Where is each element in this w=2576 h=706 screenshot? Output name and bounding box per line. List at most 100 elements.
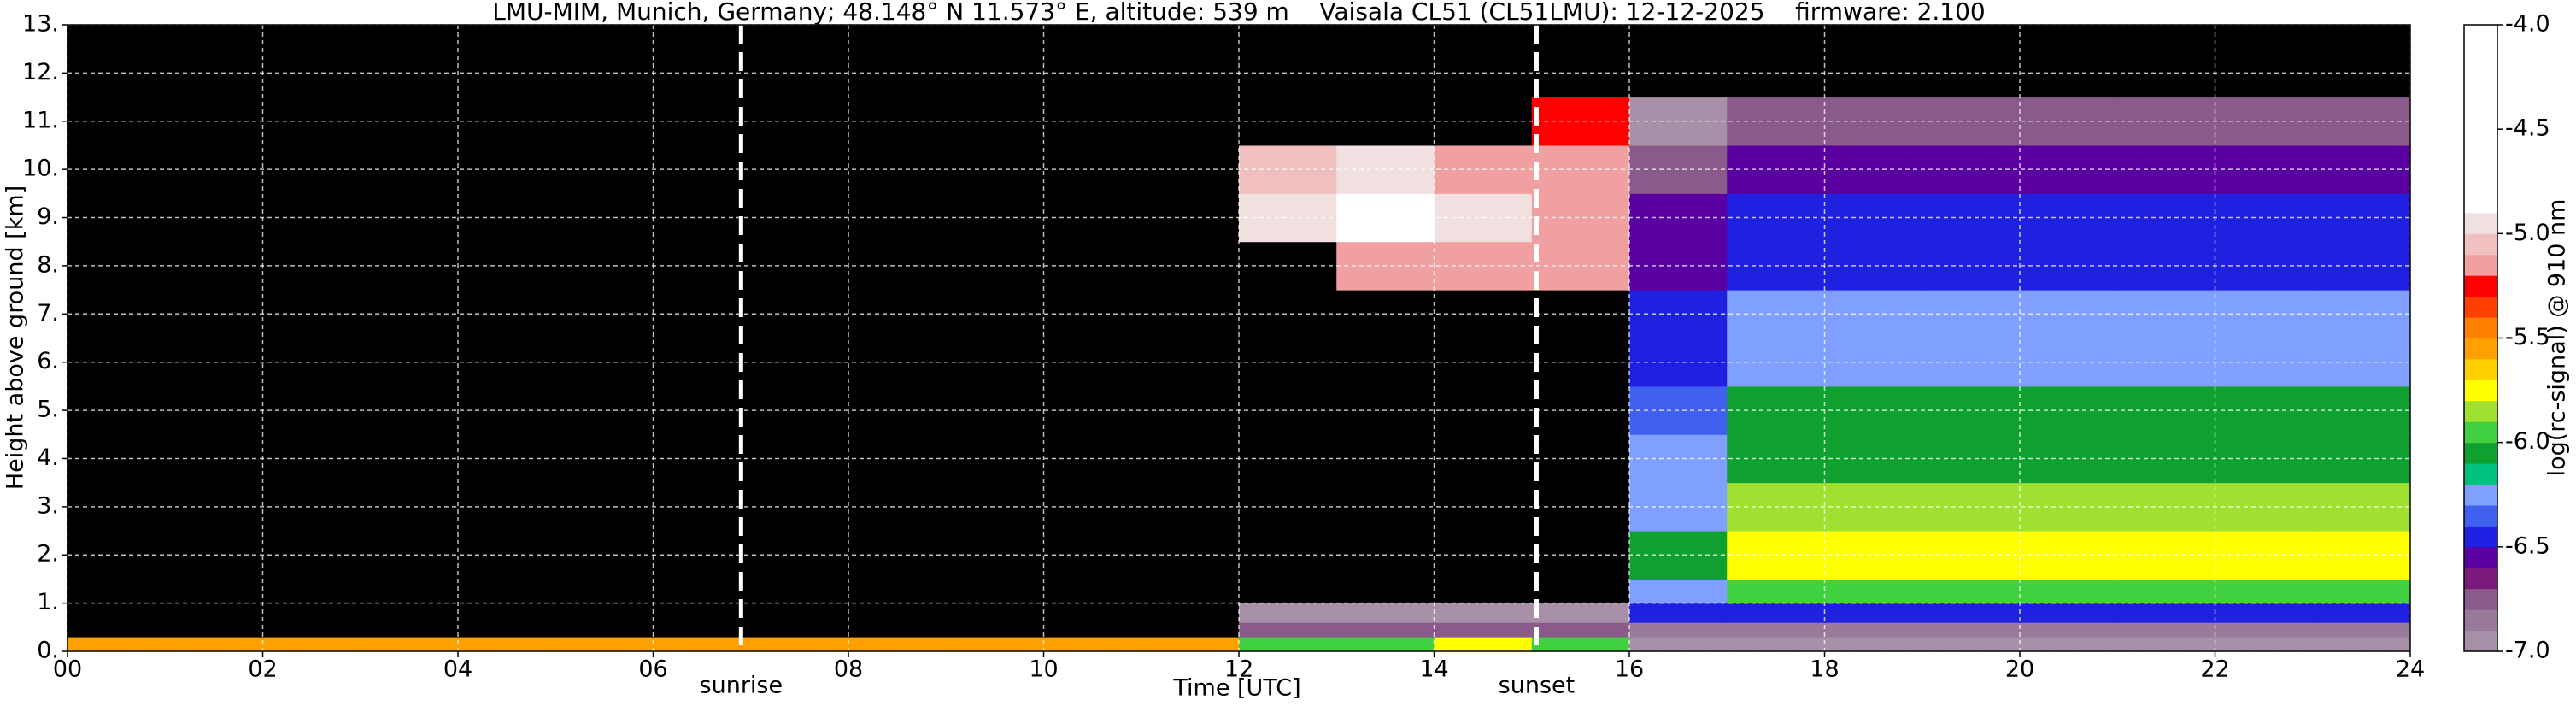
heatmap-cell xyxy=(165,603,263,623)
x-tick-label: 00 xyxy=(53,656,82,683)
x-tick-label: 06 xyxy=(638,656,667,683)
heatmap-cell xyxy=(2215,622,2314,638)
heatmap-cell xyxy=(1629,579,1728,604)
heatmap-cell xyxy=(165,637,263,652)
heatmap-cell xyxy=(555,579,654,604)
heatmap-cell xyxy=(848,622,947,638)
heatmap-cell xyxy=(946,622,1044,638)
heatmap-cell xyxy=(1043,25,1142,98)
colorbar-band xyxy=(2464,171,2497,192)
colorbar-label: log(rc-signal) @ 910 nm xyxy=(2544,199,2571,477)
heatmap-cell xyxy=(1141,25,1240,98)
heatmap-cell xyxy=(750,622,849,638)
heatmap-cell xyxy=(458,622,556,638)
colorbar-tick-label: -5.5 xyxy=(2505,324,2550,350)
heatmap-cell xyxy=(1922,637,2021,652)
heatmap-cell xyxy=(2020,579,2118,604)
heatmap-cell xyxy=(67,622,166,638)
heatmap-cell xyxy=(1434,25,1533,98)
heatmap-cell xyxy=(1531,637,1630,652)
heatmap-cell xyxy=(2117,622,2215,638)
heatmap-cell xyxy=(1727,579,1825,604)
heatmap-cell xyxy=(458,637,556,652)
heatmap-cell xyxy=(1824,579,1923,604)
heatmap-cell xyxy=(555,622,654,638)
colorbar-band xyxy=(2464,66,2497,88)
heatmap-cell xyxy=(750,637,849,652)
heatmap-cell xyxy=(1043,622,1142,638)
x-tick-label: 04 xyxy=(443,656,472,683)
heatmap-cell xyxy=(1922,579,2021,604)
heatmap-cell xyxy=(262,603,361,623)
heatmap-cell xyxy=(1043,603,1142,623)
colorbar-band xyxy=(2464,588,2497,610)
heatmap-cell xyxy=(1824,25,1923,98)
x-tick-label: 02 xyxy=(248,656,277,683)
heatmap-cell xyxy=(2117,25,2215,98)
heatmap-cell xyxy=(2020,622,2118,638)
y-tick-label: 12. xyxy=(22,59,59,85)
heatmap-cell xyxy=(946,637,1044,652)
heatmap-cell xyxy=(262,637,361,652)
colorbar-band xyxy=(2464,212,2497,234)
heatmap-cell xyxy=(1434,637,1533,652)
heatmap-cell xyxy=(848,579,947,604)
x-tick-label: 20 xyxy=(2005,656,2034,683)
x-tick-label: 10 xyxy=(1029,656,1058,683)
heatmap-cell xyxy=(1824,637,1923,652)
heatmap-cell xyxy=(848,25,947,98)
x-tick-label: 16 xyxy=(1615,656,1644,683)
heatmap-cell xyxy=(653,637,752,652)
x-tick-label: 18 xyxy=(1810,656,1839,683)
heatmap-cell xyxy=(1727,603,1825,623)
heatmap-cell xyxy=(458,603,556,623)
colorbar-band xyxy=(2464,108,2497,130)
heatmap-cell xyxy=(1727,637,1825,652)
y-tick-label: 9. xyxy=(37,203,59,230)
heatmap-cell xyxy=(2215,25,2314,98)
heatmap-cell xyxy=(1434,579,1533,604)
heatmap-cell xyxy=(750,603,849,623)
x-tick-label: 24 xyxy=(2396,656,2425,683)
y-tick-label: 7. xyxy=(37,300,59,327)
heatmap-cell xyxy=(1239,25,1337,98)
colorbar-band xyxy=(2464,191,2497,214)
heatmap-cell xyxy=(1043,579,1142,604)
heatmap-cell xyxy=(165,622,263,638)
heatmap-cell xyxy=(262,25,361,98)
heatmap-cell xyxy=(1434,603,1533,623)
heatmap-cell xyxy=(1336,622,1435,638)
heatmap-cell xyxy=(750,579,849,604)
heatmap-cell xyxy=(1141,603,1240,623)
heatmap-cell xyxy=(2215,637,2314,652)
heatmap-cell xyxy=(2020,637,2118,652)
heatmap-cell xyxy=(262,622,361,638)
colorbar-band xyxy=(2464,233,2497,256)
colorbar-band xyxy=(2464,463,2497,485)
heatmap-cell xyxy=(1239,637,1337,652)
heatmap-cell xyxy=(1531,579,1630,604)
colorbar-tick-label: -4.5 xyxy=(2505,115,2550,142)
heatmap xyxy=(67,25,2411,652)
colorbar-band xyxy=(2464,546,2497,568)
colorbar-band xyxy=(2464,442,2497,464)
colorbar-band xyxy=(2464,129,2497,151)
heatmap-cell xyxy=(1336,25,1435,98)
heatmap-cell xyxy=(360,622,459,638)
heatmap-cell xyxy=(2020,25,2118,98)
heatmap-cell xyxy=(2117,603,2215,623)
y-tick-label: 2. xyxy=(37,541,59,568)
annotation-label: sunrise xyxy=(700,673,783,699)
y-tick-label: 8. xyxy=(37,251,59,278)
heatmap-cell xyxy=(2312,603,2411,623)
y-tick-label: 5. xyxy=(37,397,59,423)
colorbar-band xyxy=(2464,568,2497,590)
colorbar-tick-label: -6.0 xyxy=(2505,428,2550,455)
colorbar-band xyxy=(2464,45,2497,68)
y-tick-label: 10. xyxy=(22,156,59,182)
heatmap-cell xyxy=(458,579,556,604)
heatmap-cell xyxy=(67,579,166,604)
x-tick-label: 22 xyxy=(2200,656,2229,683)
heatmap-cell xyxy=(1239,603,1337,623)
colorbar-tick-label: -7.0 xyxy=(2505,638,2550,664)
